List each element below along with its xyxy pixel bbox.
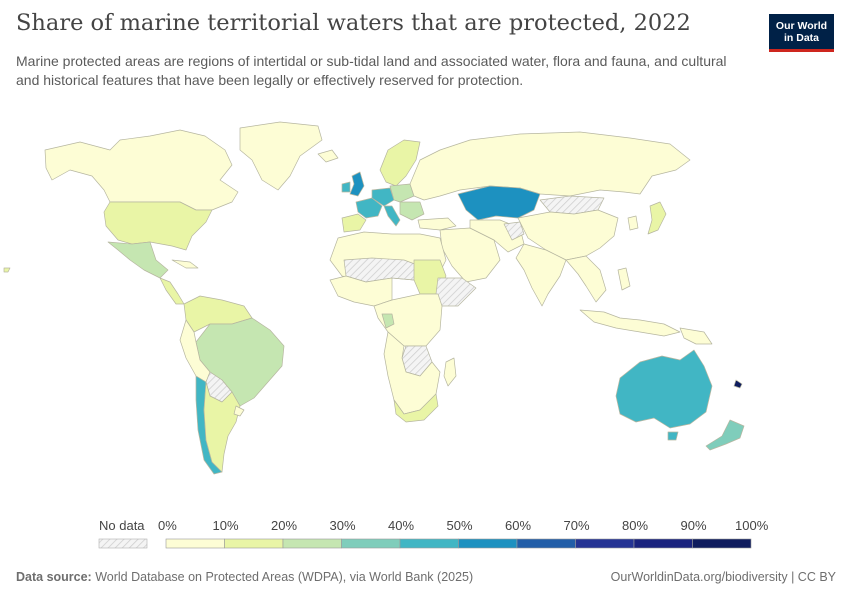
legend-bin[interactable] bbox=[224, 538, 284, 549]
legend-bin[interactable] bbox=[399, 538, 459, 549]
country-new-zealand[interactable] bbox=[705, 419, 745, 451]
country-turkey[interactable] bbox=[417, 217, 457, 231]
legend-tick-label: 70% bbox=[564, 518, 590, 533]
country-madagascar[interactable] bbox=[443, 357, 457, 387]
legend-tick-label: 80% bbox=[622, 518, 648, 533]
legend-bin[interactable] bbox=[282, 538, 342, 549]
country-papua-new-guinea[interactable] bbox=[679, 327, 713, 345]
country-china[interactable] bbox=[517, 209, 619, 261]
legend-bins bbox=[165, 538, 752, 549]
country-australia[interactable] bbox=[615, 349, 713, 429]
country-iceland[interactable] bbox=[317, 149, 339, 163]
country-argentina[interactable] bbox=[203, 381, 241, 473]
world-map bbox=[3, 121, 745, 475]
country-ireland[interactable] bbox=[341, 181, 351, 193]
legend-no-data-label: No data bbox=[99, 518, 145, 533]
country-hawaii[interactable] bbox=[3, 267, 11, 273]
license-link[interactable]: OurWorldinData.org/biodiversity | CC BY bbox=[610, 570, 836, 584]
legend-bin[interactable] bbox=[165, 538, 225, 549]
chart-subtitle: Marine protected areas are regions of in… bbox=[16, 53, 727, 88]
legend-tick-label: 30% bbox=[330, 518, 356, 533]
country-southern-africa[interactable] bbox=[383, 331, 441, 415]
country-iberia[interactable] bbox=[341, 213, 367, 233]
legend-bin[interactable] bbox=[516, 538, 576, 549]
source-text[interactable]: World Database on Protected Areas (WDPA)… bbox=[95, 570, 474, 584]
legend-tick-label: 10% bbox=[213, 518, 239, 533]
country-russia[interactable] bbox=[409, 131, 691, 201]
legend-tick-label: 50% bbox=[447, 518, 473, 533]
country-west-africa[interactable] bbox=[329, 275, 393, 307]
country-uk[interactable] bbox=[349, 171, 365, 197]
country-central-america[interactable] bbox=[159, 277, 185, 305]
legend-tick-label: 90% bbox=[681, 518, 707, 533]
country-korea[interactable] bbox=[627, 215, 639, 231]
logo-line-2: in Data bbox=[783, 32, 819, 44]
country-southeast-asia[interactable] bbox=[565, 255, 607, 303]
country-cuba[interactable] bbox=[171, 259, 199, 269]
legend-bin[interactable] bbox=[458, 538, 518, 549]
legend-bin[interactable] bbox=[341, 538, 401, 549]
legend-tick-label: 60% bbox=[505, 518, 531, 533]
country-south-africa[interactable] bbox=[393, 393, 439, 423]
country-kazakhstan[interactable] bbox=[457, 185, 541, 221]
legend-tick-label: 0% bbox=[158, 518, 177, 533]
country-indonesia[interactable] bbox=[579, 309, 681, 337]
country-india[interactable] bbox=[515, 243, 567, 307]
map-legend: No data 0% 10% 20% 30% 40% 50% 60% 70% 80% 90% 100… bbox=[98, 518, 769, 549]
country-mexico[interactable] bbox=[107, 241, 169, 279]
country-usa[interactable] bbox=[103, 201, 213, 251]
legend-tick-label: 20% bbox=[271, 518, 297, 533]
logo-line-1: Our World bbox=[775, 20, 828, 32]
legend-tick-label: 100% bbox=[735, 518, 769, 533]
country-afghanistan bbox=[503, 221, 525, 241]
country-scandinavia[interactable] bbox=[379, 139, 421, 187]
legend-no-data-swatch bbox=[98, 538, 148, 549]
country-new-caledonia[interactable] bbox=[733, 379, 743, 389]
legend-bin[interactable] bbox=[692, 538, 752, 549]
legend-bin[interactable] bbox=[575, 538, 635, 549]
chart-footer: Data source: World Database on Protected… bbox=[16, 570, 836, 584]
country-japan[interactable] bbox=[647, 201, 667, 235]
country-poland[interactable] bbox=[389, 183, 415, 203]
country-horn-of-africa bbox=[435, 277, 477, 307]
country-uruguay[interactable] bbox=[233, 405, 245, 417]
country-italy[interactable] bbox=[383, 205, 401, 227]
legend-bin[interactable] bbox=[633, 538, 693, 549]
country-germany[interactable] bbox=[371, 187, 395, 207]
country-balkans[interactable] bbox=[399, 201, 425, 221]
country-greenland[interactable] bbox=[239, 121, 323, 191]
country-tasmania[interactable] bbox=[667, 431, 679, 441]
country-philippines[interactable] bbox=[617, 267, 631, 291]
legend-tick-label: 40% bbox=[388, 518, 414, 533]
owid-logo[interactable]: Our World in Data bbox=[769, 14, 834, 52]
country-central-africa[interactable] bbox=[373, 293, 443, 347]
country-gabon[interactable] bbox=[381, 313, 395, 329]
chart-title: Share of marine territorial waters that … bbox=[16, 10, 691, 36]
source-label: Data source: bbox=[16, 570, 92, 584]
legend-ticks: 0% 10% 20% 30% 40% 50% 60% 70% 80% 90% 100% bbox=[158, 518, 769, 533]
country-sahel bbox=[343, 257, 421, 283]
country-canada[interactable] bbox=[44, 129, 239, 211]
